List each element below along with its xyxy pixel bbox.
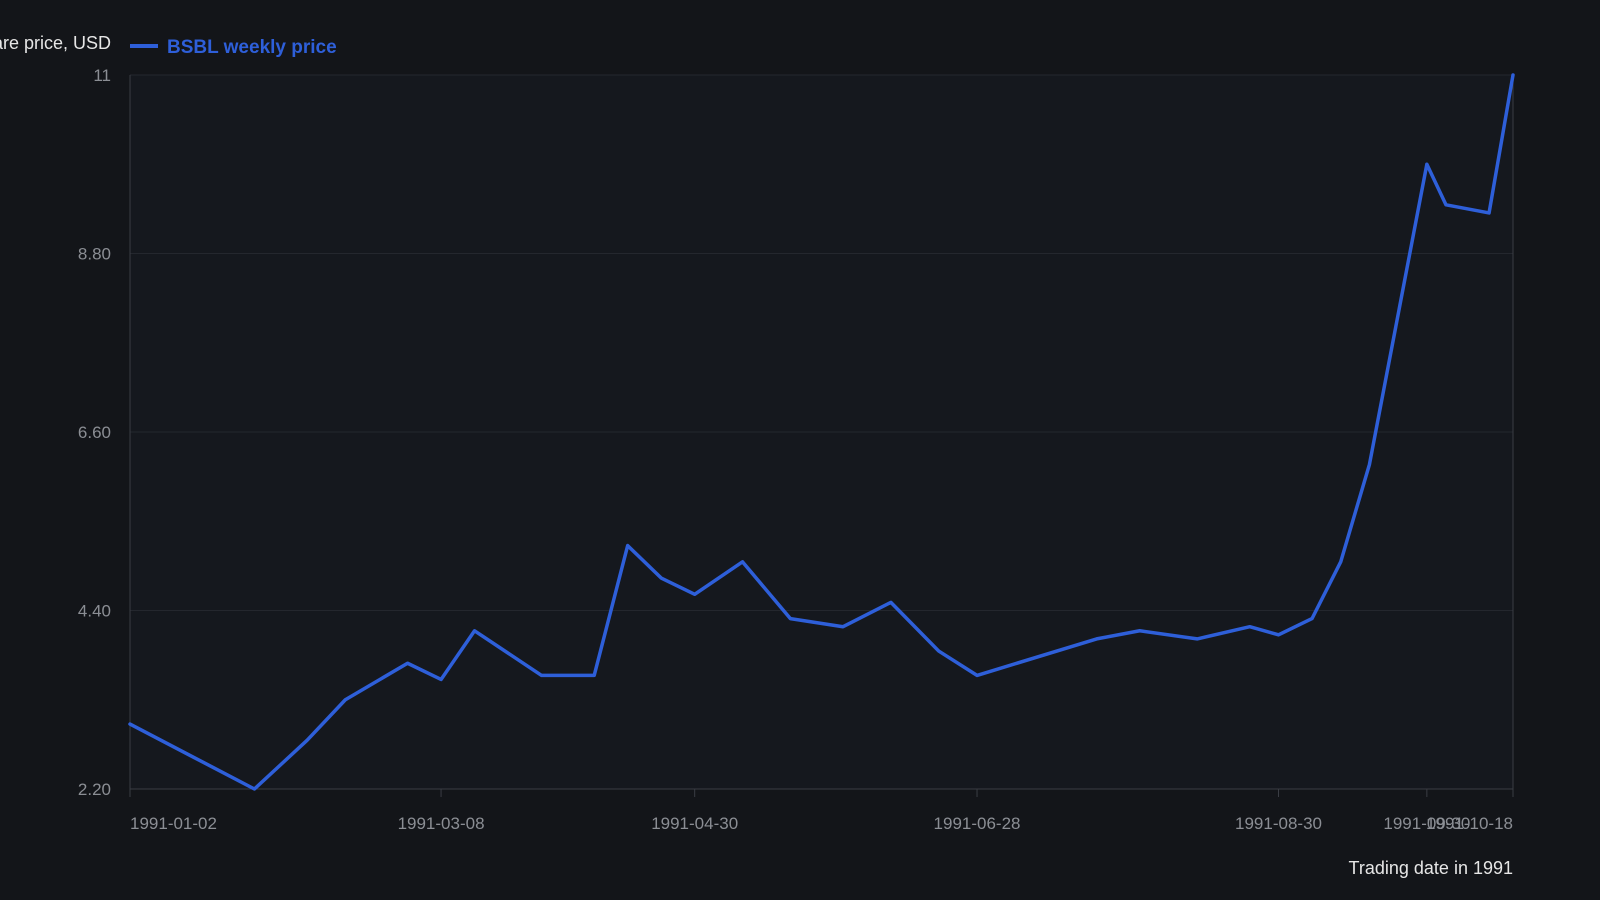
x-axis-title: Trading date in 1991 [1349,858,1513,878]
y-tick-label: 8.80 [78,245,111,264]
series-line-bsbl [128,73,1515,791]
legend-label-bsbl: BSBL weekly price [167,37,337,58]
x-tick-label: 1991-04-30 [651,814,738,833]
y-tick-label: 2.20 [78,780,111,799]
x-tick-label: 1991-09-30 [1383,814,1470,833]
legend: BSBL weekly price [130,37,337,58]
x-tick-label: 1991-03-08 [398,814,485,833]
x-tick-label: 1991-08-30 [1235,814,1322,833]
series-layer [128,73,1515,791]
y-tick-label: 6.60 [78,423,111,442]
axes: 2.20 4.40 6.60 8.80 11 1991-01-02 1991-03-08 19… [78,66,1514,833]
y-tick-label: 11 [93,66,111,85]
x-tick-label: 1991-10-18 [1426,814,1513,833]
x-tick-label: 1991-06-28 [934,814,1021,833]
y-axis-title: Share price, USD [0,33,111,53]
y-tick-label: 4.40 [78,602,111,621]
x-tick-label: 1991-01-02 [130,814,217,833]
